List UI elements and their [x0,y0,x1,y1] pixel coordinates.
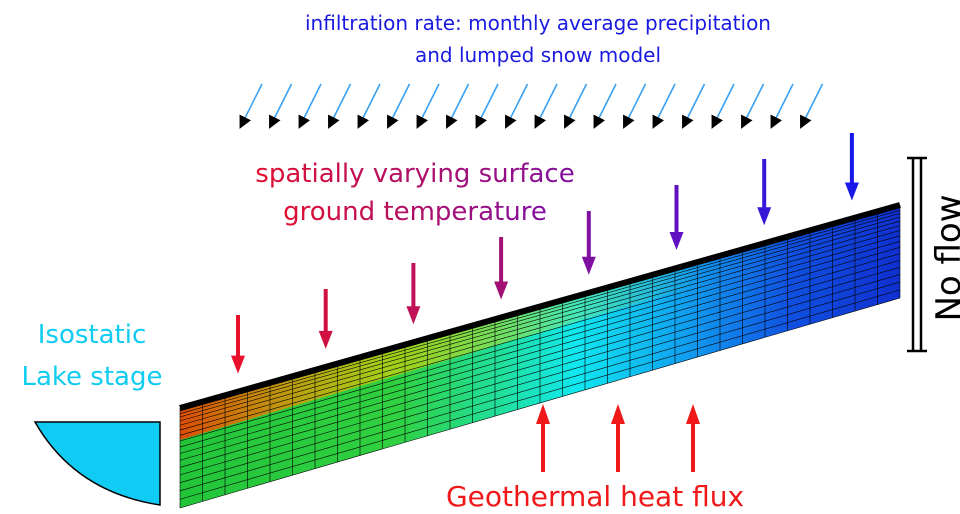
lake-label: Lake stage [22,362,163,392]
rain-arrow [625,84,646,126]
rain-arrow [300,84,321,126]
rain-arrow [389,84,410,126]
infiltration-label: and lumped snow model [415,43,661,67]
rain-arrow [359,84,380,126]
heat-flux-arrows [536,404,700,472]
rain-arrow [654,84,675,126]
rain-arrow [271,84,292,126]
temperature-arrowhead [757,207,771,225]
rain-arrow [595,84,616,126]
rain-arrow [802,84,823,126]
rain-arrow [566,84,587,126]
rain-arrows [241,84,823,126]
temperature-arrowhead [319,331,333,349]
diagram: infiltration rate: monthly average preci… [0,0,960,514]
rain-arrow [241,84,262,126]
rain-arrow [684,84,705,126]
rain-arrow [743,84,764,126]
heat-arrowhead [611,404,625,424]
temperature-arrowhead [845,183,859,201]
rain-arrow [330,84,351,126]
rain-arrow [477,84,498,126]
rain-arrow [772,84,793,126]
no-flow-bracket [907,157,927,352]
no-flow-label: No flow [929,194,960,321]
lake [35,422,160,505]
temperature-arrowhead [406,306,420,324]
temperature-label: ground temperature [283,197,547,227]
rain-arrow [507,84,528,126]
mesh-row [180,267,900,475]
temperature-label: spatially varying surface [255,159,574,189]
temperature-arrowhead [670,232,684,250]
rain-arrow [536,84,557,126]
infiltration-label: infiltration rate: monthly average preci… [305,11,771,35]
rain-arrow [448,84,469,126]
heat-arrowhead [536,404,550,424]
rain-arrow [418,84,439,126]
mesh-row [180,260,900,467]
temperature-arrowhead [582,257,596,275]
heat-arrowhead [686,404,700,424]
mesh-row [180,236,900,441]
rain-arrow [713,84,734,126]
mesh-row [180,254,900,461]
temperature-arrowhead [494,281,508,299]
temperature-arrowhead [231,356,245,374]
heat-flux-label: Geothermal heat flux [446,480,744,513]
lake-label: Isostatic [38,320,147,350]
mesh-row [180,230,900,435]
